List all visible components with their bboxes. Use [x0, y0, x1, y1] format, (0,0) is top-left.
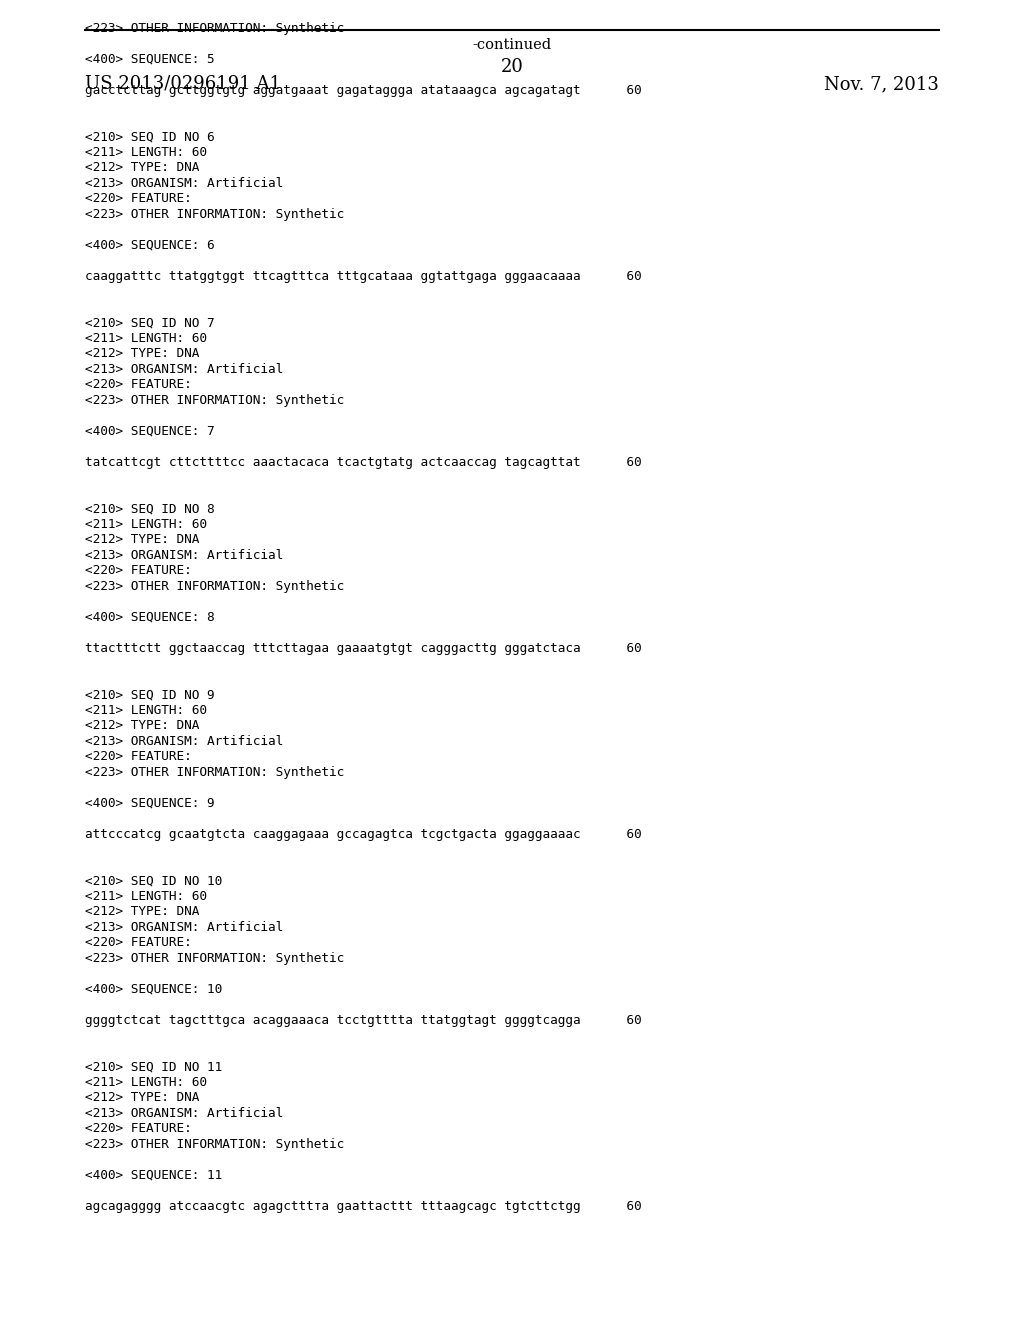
- Text: <400> SEQUENCE: 6: <400> SEQUENCE: 6: [85, 239, 215, 252]
- Text: <212> TYPE: DNA: <212> TYPE: DNA: [85, 161, 200, 174]
- Text: <223> OTHER INFORMATION: Synthetic: <223> OTHER INFORMATION: Synthetic: [85, 766, 344, 779]
- Text: <213> ORGANISM: Artificial: <213> ORGANISM: Artificial: [85, 921, 284, 935]
- Text: <400> SEQUENCE: 8: <400> SEQUENCE: 8: [85, 611, 215, 624]
- Text: US 2013/0296191 A1: US 2013/0296191 A1: [85, 75, 281, 92]
- Text: Nov. 7, 2013: Nov. 7, 2013: [824, 75, 939, 92]
- Text: attcccatcg gcaatgtcta caaggagaaa gccagagtca tcgctgacta ggaggaaaac      60: attcccatcg gcaatgtcta caaggagaaa gccagag…: [85, 828, 642, 841]
- Text: <212> TYPE: DNA: <212> TYPE: DNA: [85, 1092, 200, 1105]
- Text: caaggatttc ttatggtggt ttcagtttca tttgcataaa ggtattgaga gggaacaaaa      60: caaggatttc ttatggtggt ttcagtttca tttgcat…: [85, 271, 642, 282]
- Text: <400> SEQUENCE: 7: <400> SEQUENCE: 7: [85, 425, 215, 438]
- Text: <400> SEQUENCE: 9: <400> SEQUENCE: 9: [85, 797, 215, 810]
- Text: <223> OTHER INFORMATION: Synthetic: <223> OTHER INFORMATION: Synthetic: [85, 579, 344, 593]
- Text: <210> SEQ ID NO 10: <210> SEQ ID NO 10: [85, 874, 222, 887]
- Text: ggggtctcat tagctttgca acaggaaaca tcctgtttta ttatggtagt ggggtcagga      60: ggggtctcat tagctttgca acaggaaaca tcctgtt…: [85, 1014, 642, 1027]
- Text: <210> SEQ ID NO 11: <210> SEQ ID NO 11: [85, 1060, 222, 1073]
- Text: <220> FEATURE:: <220> FEATURE:: [85, 751, 191, 763]
- Text: <210> SEQ ID NO 6: <210> SEQ ID NO 6: [85, 131, 215, 144]
- Text: <223> OTHER INFORMATION: Synthetic: <223> OTHER INFORMATION: Synthetic: [85, 952, 344, 965]
- Text: -continued: -continued: [472, 38, 552, 51]
- Text: agcagagggg atccaacgtc agagctttта gaattacttt tttaagcagc tgtcttctgg      60: agcagagggg atccaacgtc agagctttта gaattac…: [85, 1200, 642, 1213]
- Text: <220> FEATURE:: <220> FEATURE:: [85, 1122, 191, 1135]
- Text: <211> LENGTH: 60: <211> LENGTH: 60: [85, 333, 207, 345]
- Text: <220> FEATURE:: <220> FEATURE:: [85, 936, 191, 949]
- Text: <213> ORGANISM: Artificial: <213> ORGANISM: Artificial: [85, 363, 284, 376]
- Text: ttactttctt ggctaaccag tttcttagaa gaaaatgtgt cagggacttg gggatctaca      60: ttactttctt ggctaaccag tttcttagaa gaaaatg…: [85, 642, 642, 655]
- Text: <211> LENGTH: 60: <211> LENGTH: 60: [85, 517, 207, 531]
- Text: <220> FEATURE:: <220> FEATURE:: [85, 565, 191, 577]
- Text: <223> OTHER INFORMATION: Synthetic: <223> OTHER INFORMATION: Synthetic: [85, 209, 344, 220]
- Text: <213> ORGANISM: Artificial: <213> ORGANISM: Artificial: [85, 549, 284, 562]
- Text: <210> SEQ ID NO 9: <210> SEQ ID NO 9: [85, 689, 215, 701]
- Text: <211> LENGTH: 60: <211> LENGTH: 60: [85, 890, 207, 903]
- Text: <212> TYPE: DNA: <212> TYPE: DNA: [85, 719, 200, 733]
- Text: 20: 20: [501, 58, 523, 77]
- Text: <223> OTHER INFORMATION: Synthetic: <223> OTHER INFORMATION: Synthetic: [85, 22, 344, 36]
- Text: <213> ORGANISM: Artificial: <213> ORGANISM: Artificial: [85, 177, 284, 190]
- Text: <212> TYPE: DNA: <212> TYPE: DNA: [85, 906, 200, 919]
- Text: <212> TYPE: DNA: <212> TYPE: DNA: [85, 347, 200, 360]
- Text: <220> FEATURE:: <220> FEATURE:: [85, 193, 191, 206]
- Text: <400> SEQUENCE: 11: <400> SEQUENCE: 11: [85, 1170, 222, 1181]
- Text: <400> SEQUENCE: 10: <400> SEQUENCE: 10: [85, 983, 222, 997]
- Text: <400> SEQUENCE: 5: <400> SEQUENCE: 5: [85, 53, 215, 66]
- Text: tatcattcgt cttcttttcc aaactacaca tcactgtatg actcaaccag tagcagttat      60: tatcattcgt cttcttttcc aaactacaca tcactgt…: [85, 455, 642, 469]
- Text: <223> OTHER INFORMATION: Synthetic: <223> OTHER INFORMATION: Synthetic: [85, 1138, 344, 1151]
- Text: <220> FEATURE:: <220> FEATURE:: [85, 379, 191, 392]
- Text: <211> LENGTH: 60: <211> LENGTH: 60: [85, 1076, 207, 1089]
- Text: <211> LENGTH: 60: <211> LENGTH: 60: [85, 147, 207, 158]
- Text: <212> TYPE: DNA: <212> TYPE: DNA: [85, 533, 200, 546]
- Text: <210> SEQ ID NO 8: <210> SEQ ID NO 8: [85, 503, 215, 516]
- Text: gacctcttag gcttggtgtg aggatgaaat gagataggga atataaagca agcagatagt      60: gacctcttag gcttggtgtg aggatgaaat gagatag…: [85, 84, 642, 96]
- Text: <213> ORGANISM: Artificial: <213> ORGANISM: Artificial: [85, 735, 284, 748]
- Text: <210> SEQ ID NO 7: <210> SEQ ID NO 7: [85, 317, 215, 330]
- Text: <223> OTHER INFORMATION: Synthetic: <223> OTHER INFORMATION: Synthetic: [85, 393, 344, 407]
- Text: <211> LENGTH: 60: <211> LENGTH: 60: [85, 704, 207, 717]
- Text: <213> ORGANISM: Artificial: <213> ORGANISM: Artificial: [85, 1107, 284, 1119]
